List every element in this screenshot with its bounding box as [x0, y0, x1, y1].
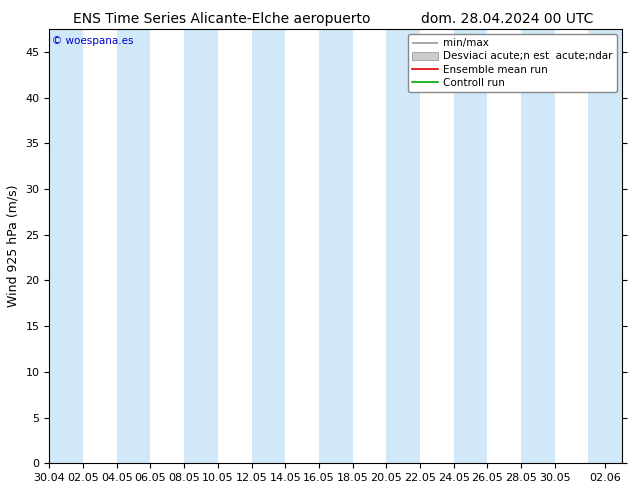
Legend: min/max, Desviaci acute;n est  acute;ndar, Ensemble mean run, Controll run: min/max, Desviaci acute;n est acute;ndar…	[408, 34, 617, 92]
Bar	[319, 29, 353, 464]
Text: dom. 28.04.2024 00 UTC: dom. 28.04.2024 00 UTC	[421, 12, 593, 26]
Bar	[454, 29, 488, 464]
Y-axis label: Wind 925 hPa (m/s): Wind 925 hPa (m/s)	[7, 185, 20, 307]
Bar	[588, 29, 622, 464]
Text: © woespana.es: © woespana.es	[52, 35, 134, 46]
Bar	[386, 29, 420, 464]
Bar	[49, 29, 83, 464]
Bar	[252, 29, 285, 464]
Bar	[117, 29, 150, 464]
Bar	[521, 29, 555, 464]
Bar	[184, 29, 218, 464]
Text: ENS Time Series Alicante-Elche aeropuerto: ENS Time Series Alicante-Elche aeropuert…	[73, 12, 371, 26]
